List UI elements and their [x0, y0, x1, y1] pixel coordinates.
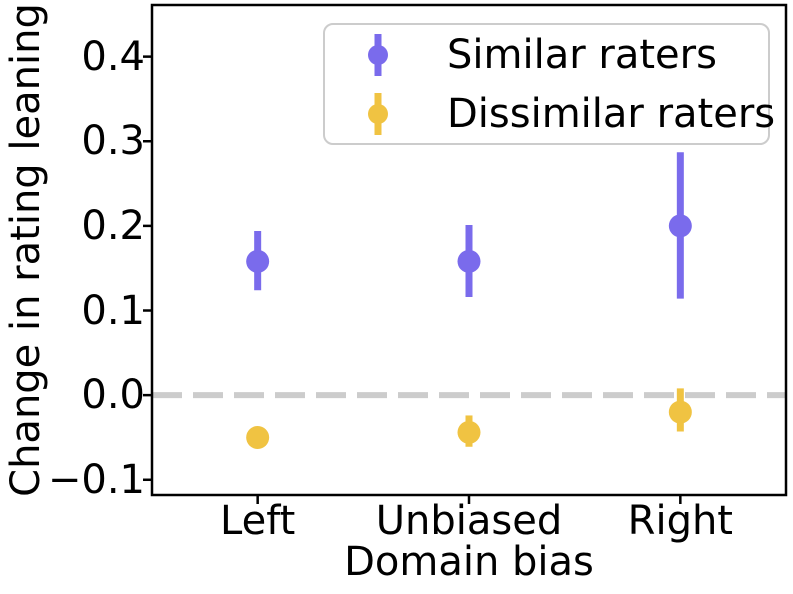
legend-item-dissimilar-raters: Dissimilar raters	[325, 84, 775, 143]
data-point-similar	[246, 249, 270, 273]
y-tick-label: 0.0	[81, 372, 145, 419]
x-tick-label-right: Right	[627, 498, 733, 544]
y-axis-label: Change in rating leaning	[3, 3, 49, 497]
data-point-dissimilar	[668, 400, 692, 424]
legend-item-label: Dissimilar raters	[447, 90, 776, 137]
x-axis-label: Domain bias	[344, 539, 594, 585]
x-tick-label-left: Left	[220, 498, 296, 544]
y-tick-label: 0.2	[81, 202, 145, 249]
y-tick-label: −0.1	[47, 456, 145, 503]
y-tick-label: 0.4	[81, 33, 145, 80]
legend: Similar raters Dissimilar raters	[323, 23, 775, 145]
legend-item-label: Similar raters	[447, 31, 717, 78]
legend-point-marker-icon	[368, 92, 388, 135]
data-point-dissimilar	[246, 425, 270, 449]
y-tick-label: 0.1	[81, 287, 145, 334]
data-point-similar	[457, 249, 481, 273]
x-tick-label-unbiased: Unbiased	[375, 498, 563, 544]
y-tick-label: 0.3	[81, 118, 145, 165]
data-point-similar	[668, 214, 692, 238]
legend-item-similar-raters: Similar raters	[325, 25, 768, 84]
legend-point-marker-icon	[368, 33, 388, 76]
data-point-dissimilar	[457, 420, 481, 444]
